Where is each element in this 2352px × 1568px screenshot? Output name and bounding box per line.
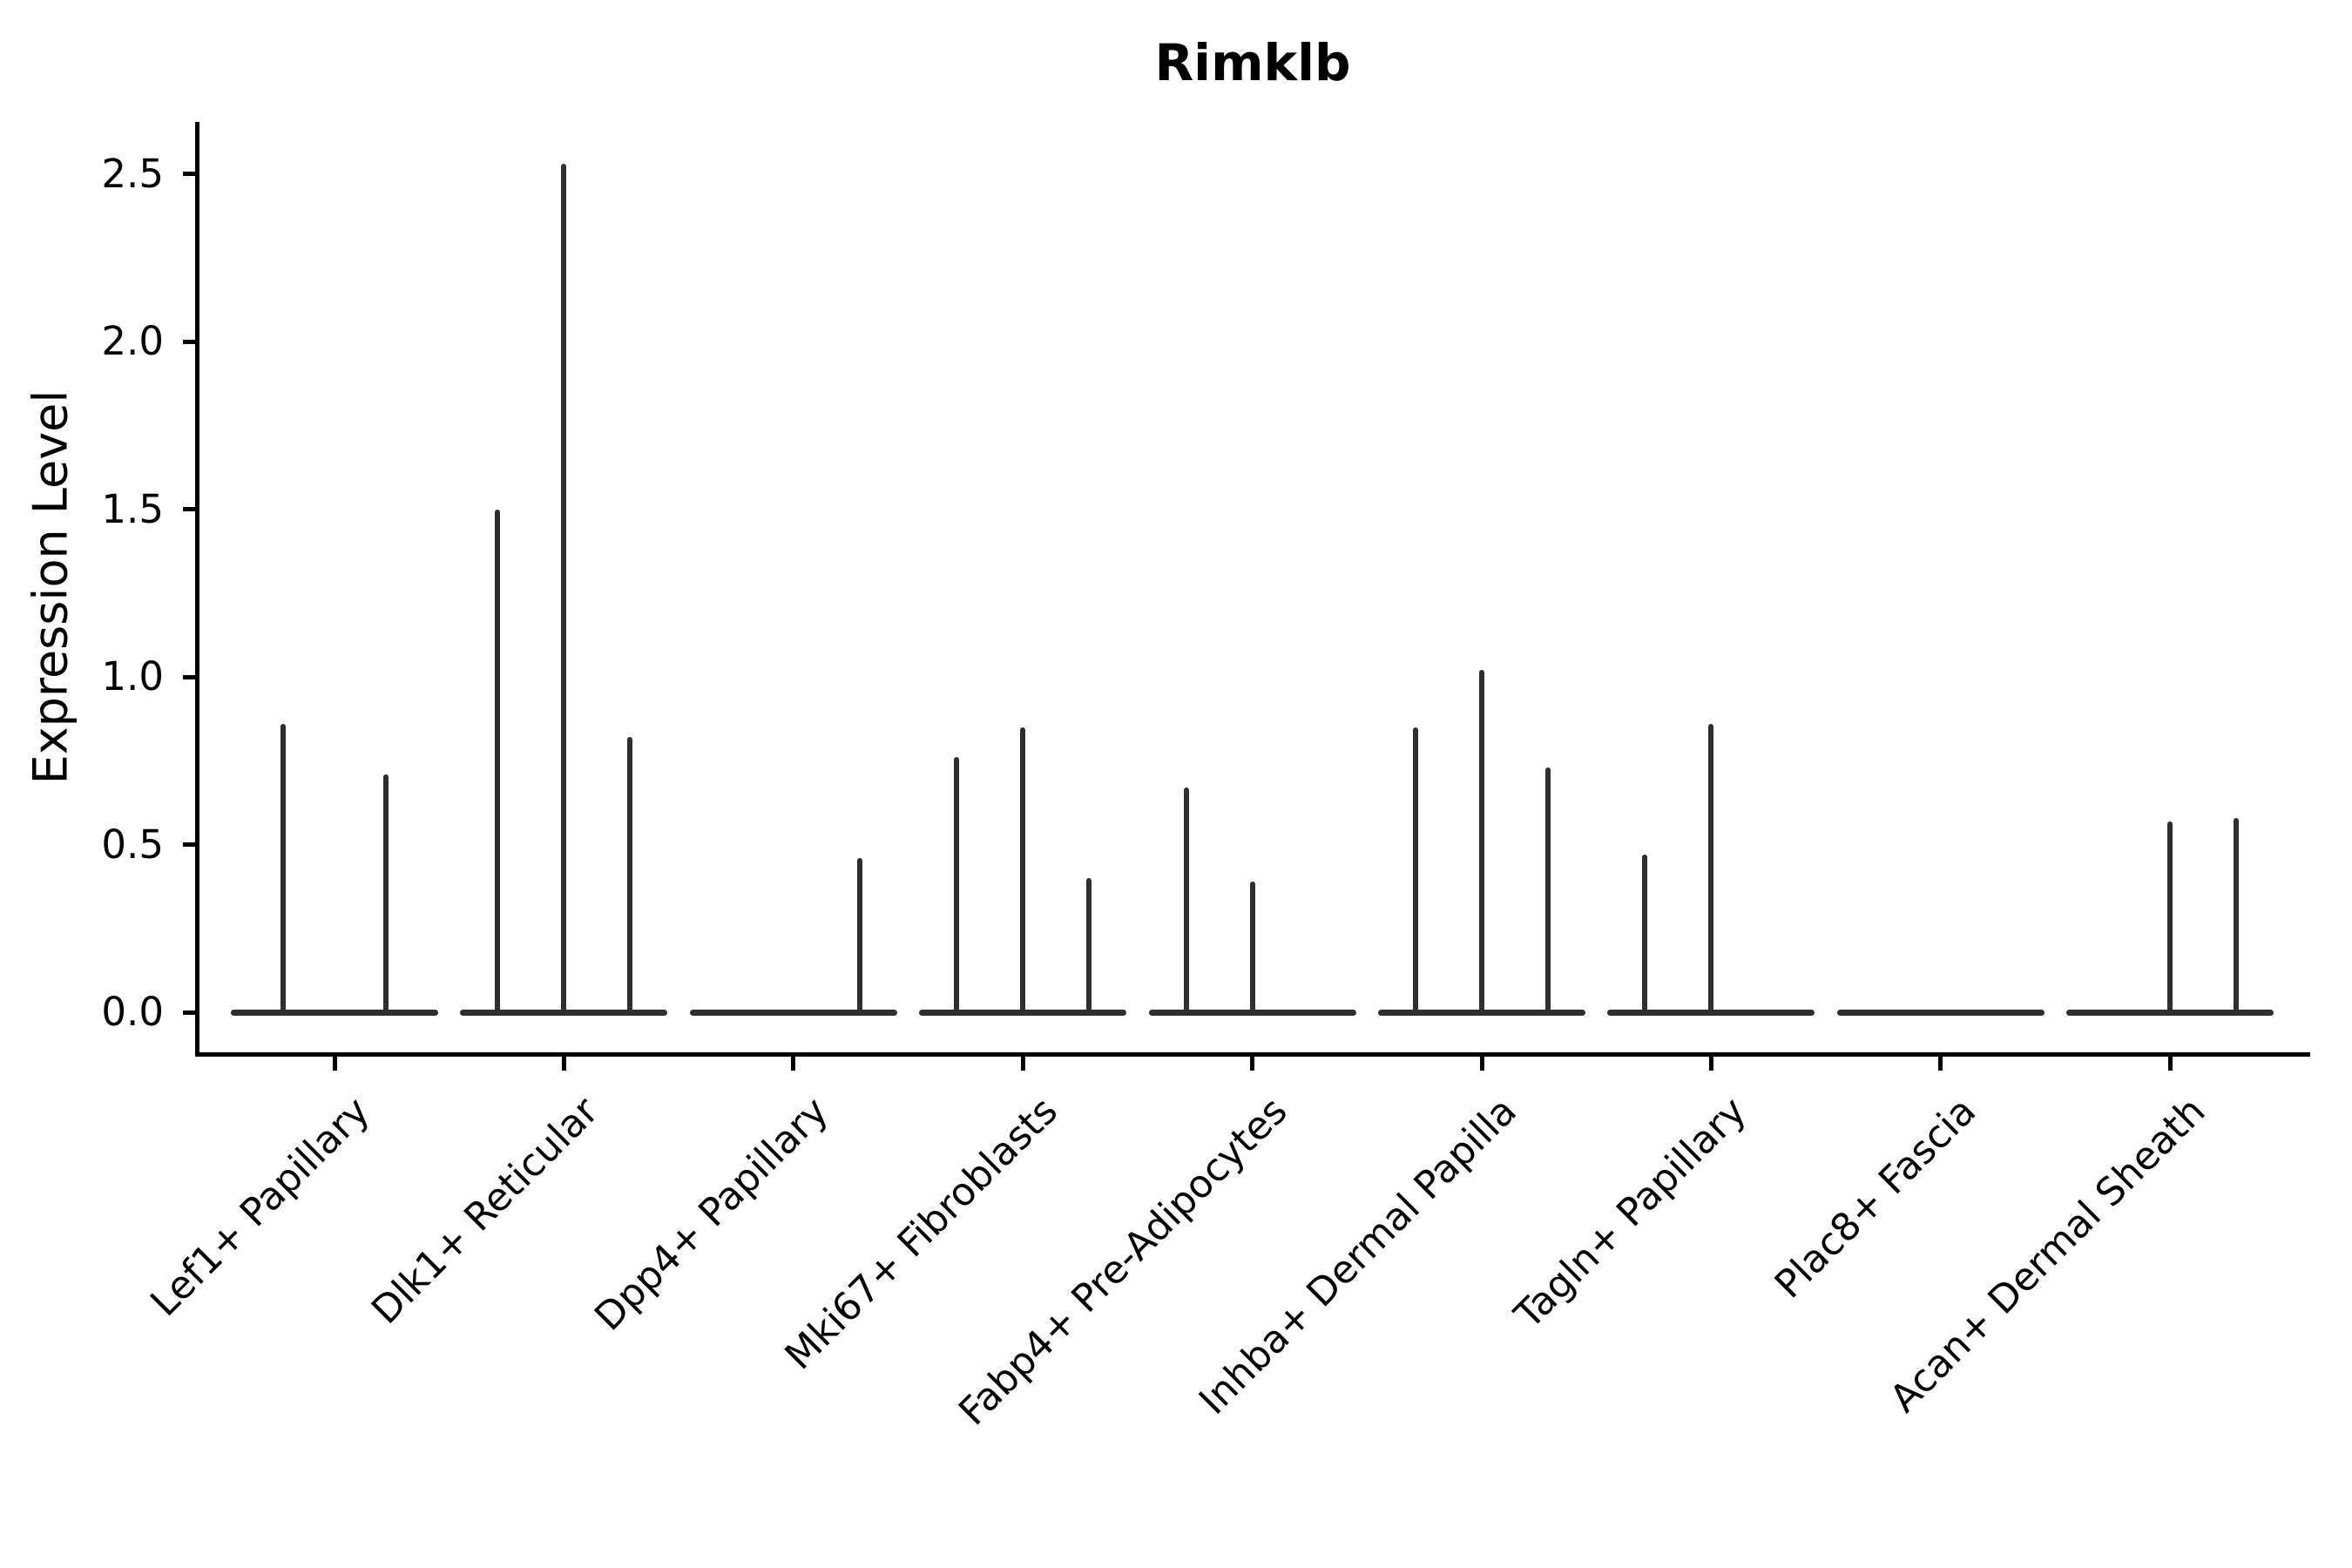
y-axis-spine — [195, 122, 199, 1054]
x-tick-mark — [332, 1057, 337, 1071]
x-tick-label: Dlk1+ Reticular — [363, 1088, 608, 1333]
y-tick-label: 0.0 — [101, 989, 164, 1035]
violin-baseline — [1148, 1009, 1356, 1016]
y-tick-label: 1.0 — [101, 653, 164, 700]
violin-baseline — [1836, 1009, 2044, 1016]
x-tick-mark — [2167, 1057, 2173, 1071]
x-tick-label: Lef1+ Papillary — [141, 1088, 378, 1325]
x-tick-label: Dpp4+ Papillary — [586, 1088, 837, 1340]
y-tick-mark — [183, 507, 197, 511]
violin-spike — [383, 774, 389, 1012]
violin-spike — [1708, 723, 1714, 1012]
violin-baseline — [231, 1009, 438, 1016]
violin-spike — [2234, 817, 2240, 1012]
x-tick-mark — [791, 1057, 796, 1071]
y-tick-mark — [183, 674, 197, 679]
y-tick-label: 0.5 — [101, 821, 164, 868]
x-tick-mark — [1479, 1057, 1484, 1071]
x-tick-mark — [1020, 1057, 1025, 1071]
violin-spike — [1183, 787, 1189, 1012]
y-tick-mark — [183, 339, 197, 344]
violin-spike — [1413, 727, 1418, 1012]
chart-title: Rimklb — [1154, 33, 1351, 92]
violin-spike — [1249, 881, 1255, 1012]
violin-spike — [627, 737, 633, 1012]
y-tick-label: 2.0 — [101, 318, 164, 364]
y-tick-mark — [183, 1010, 197, 1015]
violin-spike — [954, 757, 960, 1012]
x-tick-mark — [1708, 1057, 1713, 1071]
violin-spike — [1642, 855, 1648, 1012]
violin-spike — [1020, 727, 1026, 1012]
violin-spike — [495, 509, 501, 1012]
violin-spike — [561, 163, 567, 1012]
x-tick-mark — [1250, 1057, 1255, 1071]
violin-spike — [2167, 821, 2173, 1012]
y-axis-label: Expression Level — [23, 389, 78, 785]
x-axis-spine — [195, 1052, 2310, 1057]
violin-baseline — [460, 1009, 668, 1016]
violin-spike — [1479, 670, 1484, 1012]
y-tick-mark — [183, 172, 197, 176]
violin-spike — [1545, 767, 1551, 1012]
violin-baseline — [1607, 1009, 1815, 1016]
x-tick-mark — [1938, 1057, 1943, 1071]
violin-baseline — [919, 1009, 1127, 1016]
y-tick-label: 1.5 — [101, 485, 164, 532]
violin-baseline — [689, 1009, 897, 1016]
x-tick-label: Plac8+ Fascia — [1766, 1088, 1984, 1308]
x-tick-label: Tagln+ Papillary — [1505, 1088, 1755, 1338]
violin-spike — [280, 723, 286, 1012]
y-tick-mark — [183, 842, 197, 847]
x-tick-mark — [561, 1057, 566, 1071]
violin-spike — [856, 857, 862, 1012]
y-tick-label: 2.5 — [101, 150, 164, 197]
violin-baseline — [2066, 1009, 2274, 1016]
violin-baseline — [1378, 1009, 1585, 1016]
violin-spike — [1086, 878, 1092, 1012]
